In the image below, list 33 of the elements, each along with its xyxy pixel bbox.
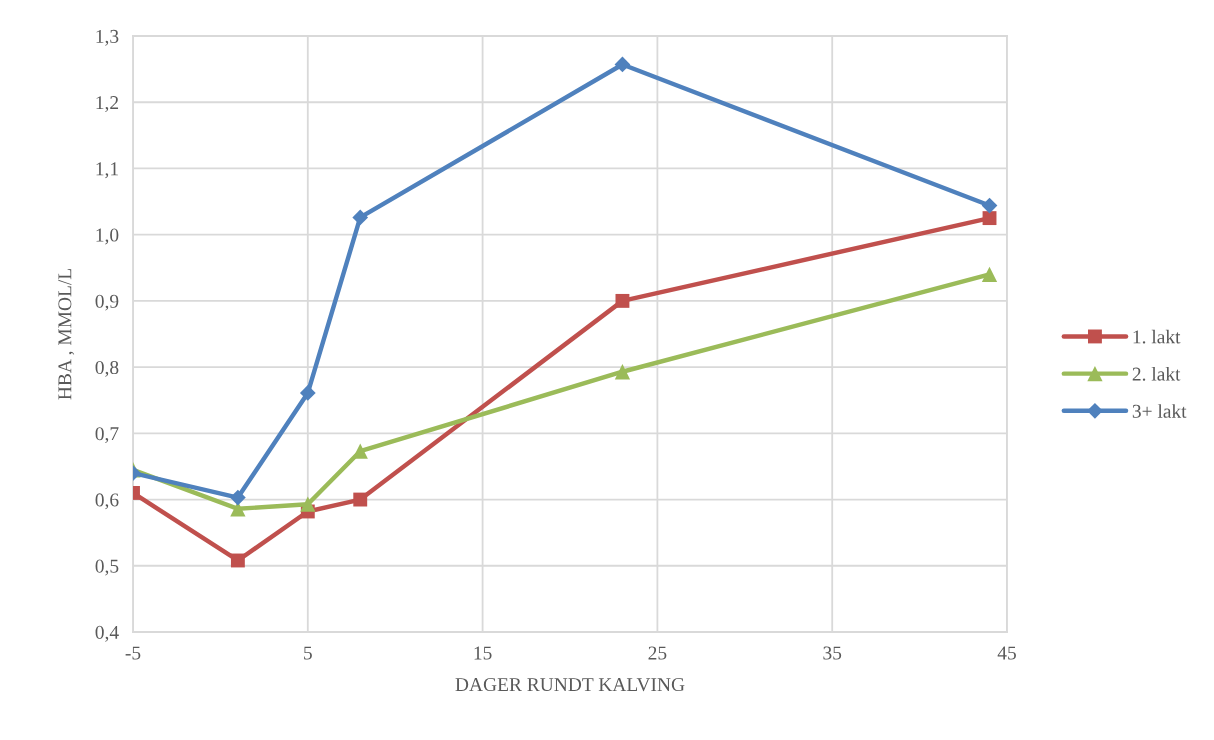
point bbox=[982, 211, 997, 226]
y-tick-label: 0,8 bbox=[95, 360, 119, 377]
legend-label: 3+ lakt bbox=[1132, 404, 1187, 418]
x-tick-label: 45 bbox=[997, 646, 1016, 660]
y-tick-label: 0,7 bbox=[95, 427, 119, 444]
point bbox=[353, 492, 368, 507]
legend-label: 1. lakt bbox=[1133, 329, 1181, 344]
point bbox=[300, 496, 316, 512]
x-tick-label: -5 bbox=[125, 646, 141, 660]
point bbox=[230, 489, 246, 506]
x-tick-label: 15 bbox=[474, 646, 492, 660]
point bbox=[614, 56, 631, 73]
y-tick-label: 1,1 bbox=[96, 162, 118, 179]
y-tick-label: 1,3 bbox=[96, 29, 119, 46]
y-tick-label: 0,5 bbox=[95, 559, 119, 576]
point bbox=[981, 197, 998, 214]
y-tick-label: 0,9 bbox=[95, 294, 119, 311]
x-axis-title: DAGER RUNDT KALVING bbox=[455, 678, 685, 692]
x-tick-label: 5 bbox=[304, 646, 312, 660]
point bbox=[615, 293, 630, 308]
y-tick-label: 1,2 bbox=[96, 96, 119, 112]
y-tick-label: 0,4 bbox=[95, 625, 119, 642]
point bbox=[614, 364, 631, 380]
point bbox=[299, 385, 316, 401]
point bbox=[352, 209, 369, 226]
x-tick-label: 35 bbox=[823, 646, 842, 660]
y-tick-label: 1,0 bbox=[96, 228, 119, 245]
y-axis-title: HBA , MMOL/L bbox=[58, 269, 75, 400]
legend-label: 2. lakt bbox=[1132, 366, 1181, 381]
point bbox=[230, 553, 245, 568]
x-tick-label: 25 bbox=[648, 646, 667, 660]
y-tick-label: 0,6 bbox=[95, 493, 119, 510]
point bbox=[981, 266, 998, 283]
